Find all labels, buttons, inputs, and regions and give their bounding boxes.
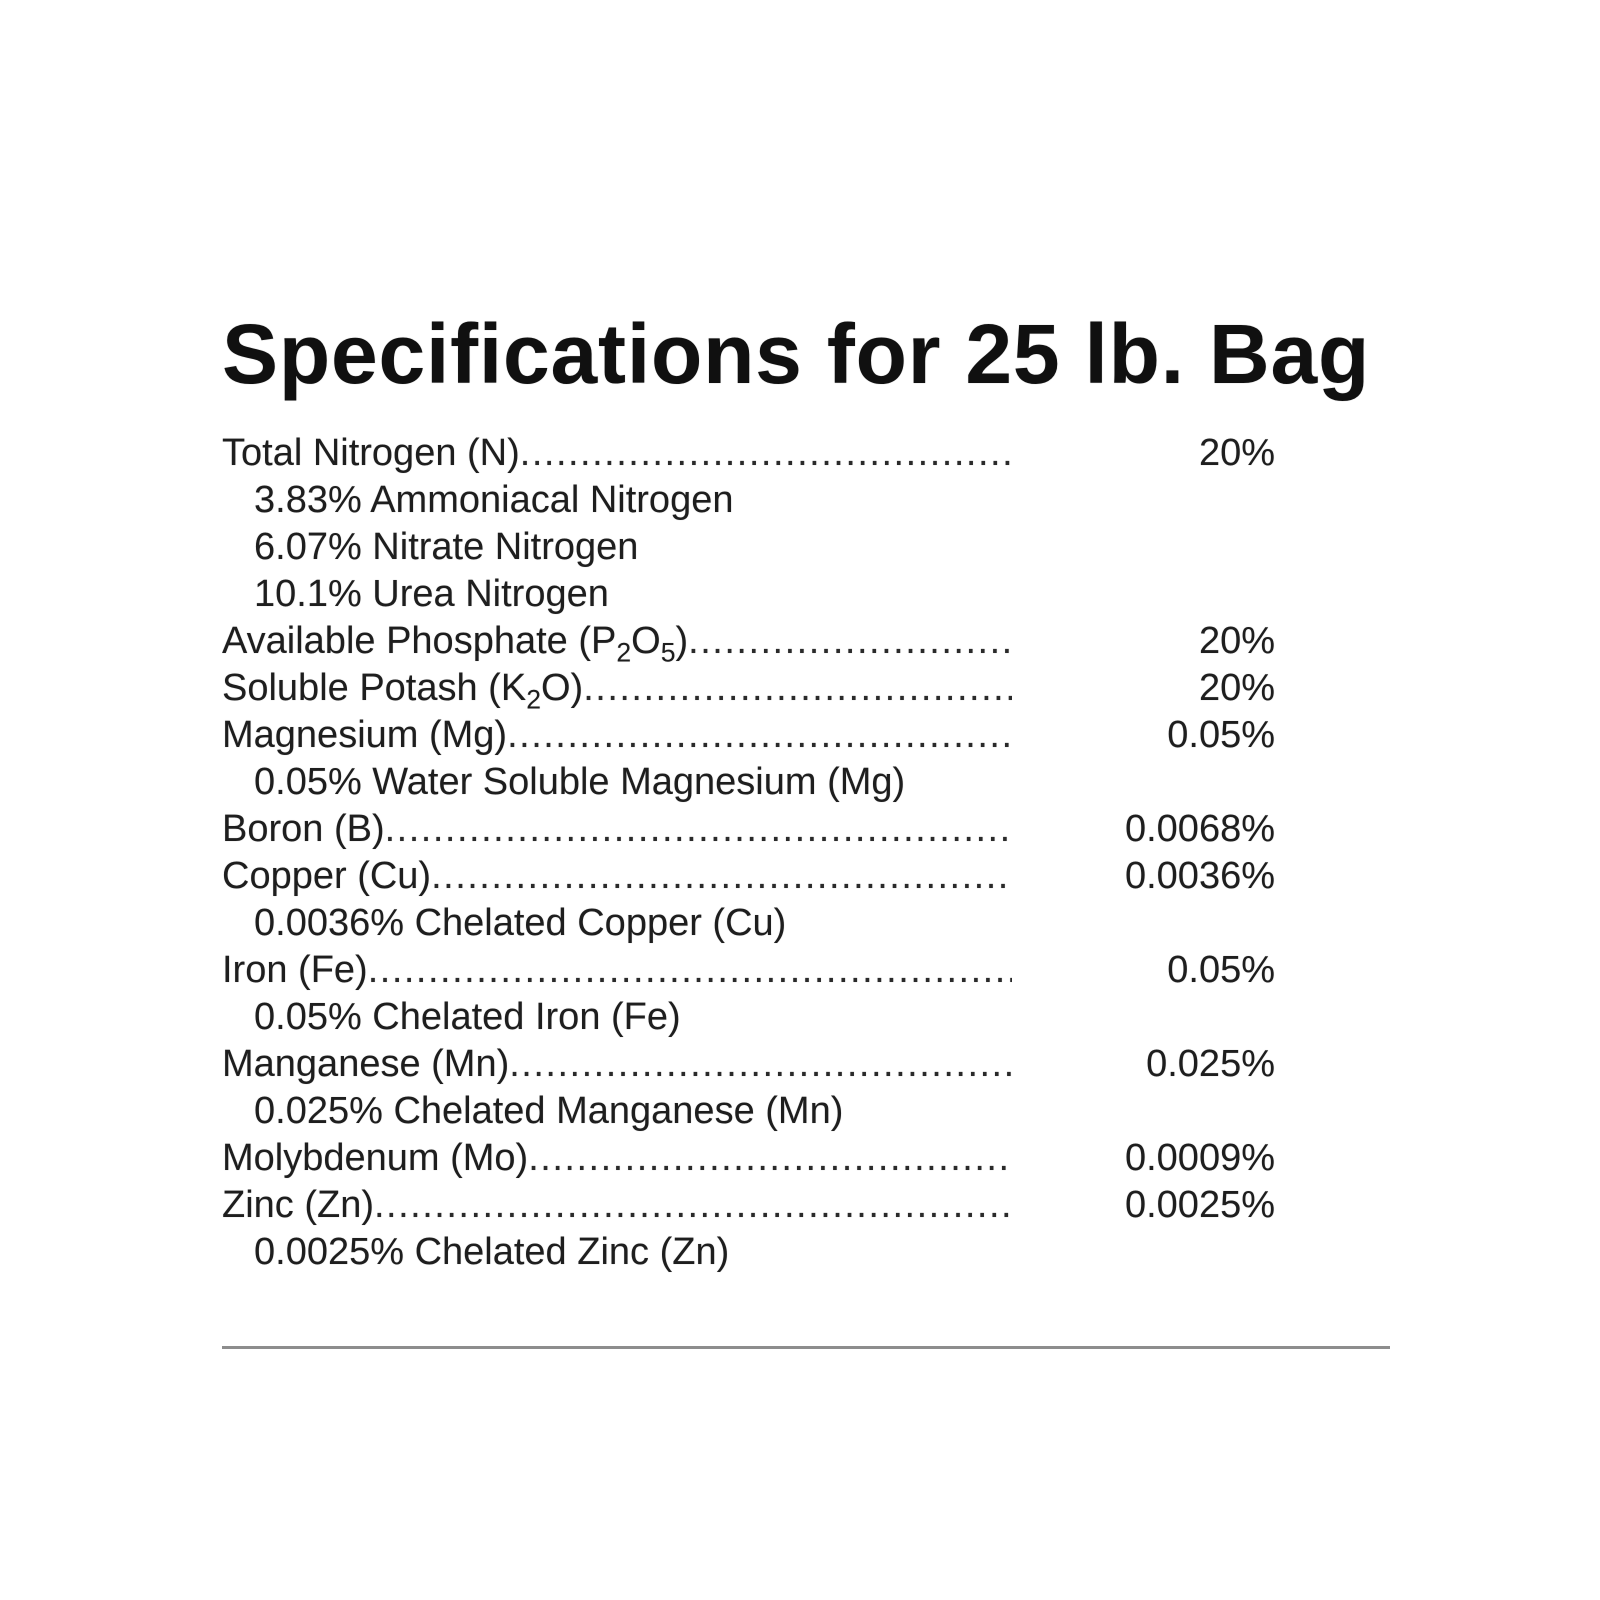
spec-subrow-urea-nitrogen: 10.1% Urea Nitrogen <box>254 573 609 615</box>
spec-row-iron: Iron (Fe) 0.05% <box>222 947 1275 994</box>
spec-row-boron: Boron (B) 0.0068% <box>222 806 1275 853</box>
dot-leader <box>374 1182 1012 1229</box>
dot-leader <box>528 1135 1012 1182</box>
spec-row-manganese: Manganese (Mn) 0.025% <box>222 1041 1275 1088</box>
nutrient-label: Manganese (Mn) <box>222 1043 510 1085</box>
spec-subrow-water-soluble-magnesium: 0.05% Water Soluble Magnesium (Mg) <box>254 761 906 803</box>
spec-row-magnesium: Magnesium (Mg) 0.05% <box>222 712 1275 759</box>
nutrient-value: 20% <box>1198 667 1275 709</box>
spec-row-total-nitrogen: Total Nitrogen (N) 20% <box>222 430 1275 477</box>
spec-subrow-chelated-iron: 0.05% Chelated Iron (Fe) <box>254 996 681 1038</box>
nutrient-label: Total Nitrogen (N) <box>222 432 520 474</box>
nutrient-label: Zinc (Zn) <box>222 1184 374 1226</box>
spec-subrow-chelated-manganese: 0.025% Chelated Manganese (Mn) <box>254 1090 844 1132</box>
nutrient-label: Magnesium (Mg) <box>222 714 508 756</box>
nutrient-label: Boron (B) <box>222 808 385 850</box>
dot-leader <box>507 712 1012 759</box>
spec-table: Total Nitrogen (N) 20% 3.83% Ammoniacal … <box>222 430 1275 1276</box>
bottom-divider <box>222 1346 1390 1349</box>
nutrient-label: Molybdenum (Mo) <box>222 1137 529 1179</box>
nutrient-label: Soluble Potash (K2O) <box>222 665 583 712</box>
spec-row-available-phosphate: Available Phosphate (P2O5) 20% <box>222 618 1275 665</box>
chem-subscript: 2 <box>616 637 632 665</box>
chem-subscript: 2 <box>526 684 541 712</box>
nutrient-value: 0.05% <box>1167 714 1275 756</box>
nutrient-value: 20% <box>1198 620 1275 662</box>
nutrient-value: 0.025% <box>1146 1043 1275 1085</box>
dot-leader <box>583 665 1012 712</box>
dot-leader <box>385 806 1012 853</box>
nutrient-label: Copper (Cu) <box>222 855 432 897</box>
dot-leader <box>431 853 1012 900</box>
spec-subrow-chelated-zinc: 0.0025% Chelated Zinc (Zn) <box>254 1231 730 1273</box>
spec-subrow-ammoniacal-nitrogen: 3.83% Ammoniacal Nitrogen <box>254 479 734 521</box>
spec-row-zinc: Zinc (Zn) 0.0025% <box>222 1182 1275 1229</box>
dot-leader <box>509 1041 1012 1088</box>
nutrient-value: 0.0068% <box>1124 808 1275 850</box>
spec-subrow-chelated-copper: 0.0036% Chelated Copper (Cu) <box>254 902 787 944</box>
nutrient-value: 0.0025% <box>1124 1184 1275 1226</box>
spec-row-copper: Copper (Cu) 0.0036% <box>222 853 1275 900</box>
nutrient-label: Available Phosphate (P2O5) <box>222 618 688 665</box>
nutrient-value: 0.0036% <box>1124 855 1275 897</box>
nutrient-value: 0.05% <box>1167 949 1275 991</box>
chem-subscript: 5 <box>660 637 676 665</box>
nutrient-value: 0.0009% <box>1124 1137 1275 1179</box>
spec-row-soluble-potash: Soluble Potash (K2O) 20% <box>222 665 1275 712</box>
spec-row-molybdenum: Molybdenum (Mo) 0.0009% <box>222 1135 1275 1182</box>
dot-leader <box>368 947 1012 994</box>
nutrient-label: Iron (Fe) <box>222 949 368 991</box>
page-title: Specifications for 25 lb. Bag <box>222 307 1371 402</box>
dot-leader <box>688 618 1012 665</box>
dot-leader <box>520 430 1012 477</box>
nutrient-value: 20% <box>1198 432 1275 474</box>
spec-subrow-nitrate-nitrogen: 6.07% Nitrate Nitrogen <box>254 526 639 568</box>
